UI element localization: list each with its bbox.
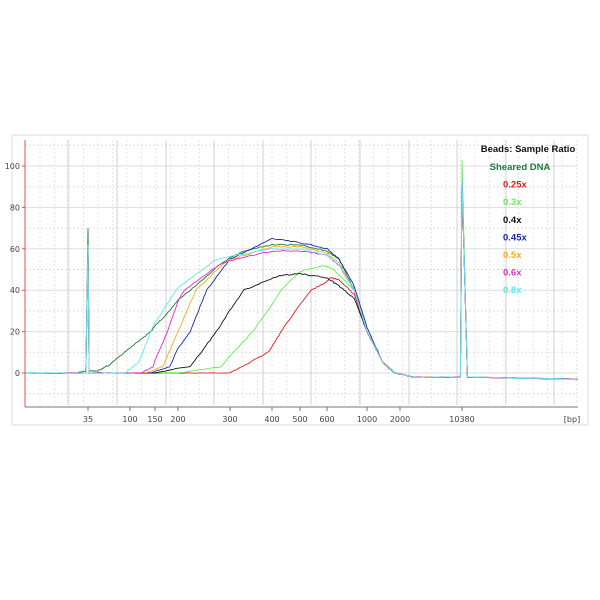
x-tick-label: 600 bbox=[319, 415, 334, 424]
y-tick-label: 20 bbox=[10, 328, 20, 337]
legend-entry: 0.8x bbox=[503, 285, 522, 296]
y-tick-label: 80 bbox=[10, 203, 20, 212]
x-tick-label: 400 bbox=[264, 415, 279, 424]
legend-entry: Sheared DNA bbox=[490, 162, 551, 173]
x-tick-label: 10380 bbox=[449, 415, 474, 424]
x-tick-label: 150 bbox=[147, 415, 162, 424]
y-tick-label: 40 bbox=[10, 286, 20, 295]
x-tick-label: 35 bbox=[83, 415, 93, 424]
x-tick-label: 200 bbox=[170, 415, 185, 424]
legend-entry: 0.4x bbox=[503, 215, 522, 226]
legend-entry: 0.25x bbox=[503, 180, 527, 191]
legend-entry: 0.5x bbox=[503, 250, 522, 261]
x-tick-label: 100 bbox=[122, 415, 137, 424]
y-tick-label: 0 bbox=[15, 369, 20, 378]
y-tick-label: 60 bbox=[10, 245, 20, 254]
legend-entry: 0.3x bbox=[503, 197, 522, 208]
legend-title: Beads: Sample Ratio bbox=[481, 144, 576, 155]
x-tick-label: 1000 bbox=[357, 415, 377, 424]
x-axis-unit: [bp] bbox=[564, 415, 580, 424]
y-tick-label: 100 bbox=[5, 162, 20, 171]
x-tick-label: 2000 bbox=[390, 415, 410, 424]
x-tick-label: 300 bbox=[222, 415, 237, 424]
x-tick-label: 500 bbox=[292, 415, 307, 424]
legend-entry: 0.6x bbox=[503, 268, 522, 279]
legend-entry: 0.45x bbox=[503, 232, 527, 243]
